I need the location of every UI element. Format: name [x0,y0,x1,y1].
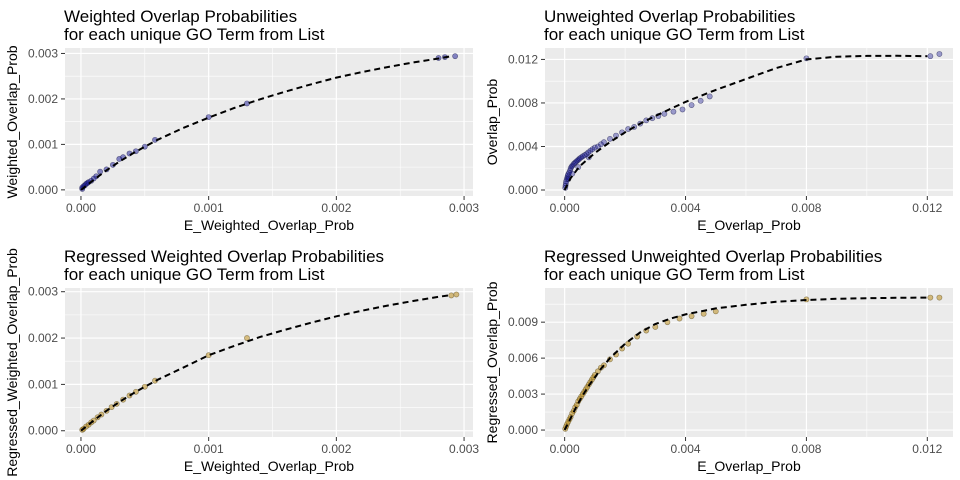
x-tick-label: 0.003 [449,201,479,215]
plot-background [65,288,473,437]
data-point [697,97,704,104]
trend-line [80,55,452,191]
data-point [591,144,598,151]
data-point [670,108,677,115]
x-tick-label: 0.004 [671,201,701,215]
chart-panel-1: 0.000 0.001 0.002 0.003 0.000 0.001 0.002 0.003… [4,7,479,233]
y-tick-label: 0.006 [508,351,538,365]
trend-line [80,294,452,432]
chart-panel-3: 0.000 0.001 0.002 0.003 0.000 0.001 0.002 0.003… [4,247,479,477]
y-tick-label: 0.002 [28,331,58,345]
y-tick-label: 0.002 [28,92,58,106]
x-tick-label: 0.012 [912,201,942,215]
x-tick-label: 0.001 [194,201,224,215]
chart-subtitle: for each unique GO Term from List [64,25,325,44]
chart-subtitle: for each unique GO Term from List [64,265,325,284]
trend-line [563,54,928,191]
y-tick-label: 0.003 [28,285,58,299]
x-tick-label: 0.001 [194,442,224,456]
chart-title: Weighted Overlap Probabilities [64,7,297,26]
data-point [936,51,943,57]
chart-subtitle: for each unique GO Term from List [544,25,805,44]
data-point [661,110,668,117]
data-point [688,313,695,320]
data-point [706,93,713,100]
x-tick-label: 0.003 [449,442,479,456]
y-axis-title: Regressed_Weighted_Overlap_Prob [4,248,20,477]
y-tick-label: 0.001 [28,377,58,391]
data-point [676,315,683,322]
chart-subtitle: for each unique GO Term from List [544,265,805,284]
trend-line [563,296,928,431]
data-point [448,292,455,299]
y-tick-label: 0.000 [28,183,58,197]
chart-panel-4: 0.000 0.004 0.008 0.012 0.000 0.003 0.006 0.009… [484,247,953,474]
x-tick-label: 0.008 [791,442,821,456]
plot-background [545,48,953,196]
data-point [625,340,632,347]
x-tick-label: 0.002 [321,442,351,456]
x-axis-title: E_Weighted_Overlap_Prob [184,217,354,233]
plot-background [545,288,953,437]
y-tick-label: 0.009 [508,315,538,329]
y-tick-label: 0.004 [508,139,538,153]
chart-panel-2: 0.000 0.004 0.008 0.012 0.000 0.004 0.008 0.012… [484,7,953,233]
data-point [452,53,459,60]
x-tick-label: 0.012 [912,442,942,456]
x-tick-label: 0.008 [791,201,821,215]
x-axis-title: E_Weighted_Overlap_Prob [184,458,354,474]
y-tick-label: 0.000 [28,424,58,438]
y-tick-label: 0.000 [508,423,538,437]
y-axis-title: Overlap_Prob [484,79,500,166]
plot-background [65,48,473,196]
y-tick-label: 0.012 [508,52,538,66]
data-point [607,135,613,142]
data-point [97,168,104,175]
data-point [679,106,686,113]
x-tick-label: 0.004 [671,442,701,456]
x-tick-label: 0.000 [550,201,580,215]
x-axis-title: E_Overlap_Prob [697,458,801,474]
x-tick-label: 0.000 [66,442,96,456]
data-point [927,53,934,60]
x-tick-label: 0.002 [321,201,351,215]
data-point [453,291,460,298]
y-axis-title: Regressed_Overlap_Prob [484,281,500,443]
chart-title: Regressed Weighted Overlap Probabilities [64,247,384,266]
y-tick-label: 0.003 [28,46,58,60]
y-tick-label: 0.000 [508,183,538,197]
data-point [936,294,943,301]
y-tick-label: 0.001 [28,137,58,151]
data-point [569,170,576,177]
y-tick-label: 0.003 [508,387,538,401]
x-tick-label: 0.000 [66,201,96,215]
data-point [688,102,695,109]
y-axis-title: Weighted_Overlap_Prob [4,45,20,198]
data-point [927,294,934,301]
data-point [598,141,604,148]
y-tick-label: 0.008 [508,96,538,110]
chart-title: Regressed Unweighted Overlap Probabiliti… [544,247,882,266]
data-point [594,143,601,150]
chart-title: Unweighted Overlap Probabilities [544,7,795,26]
x-axis-title: E_Overlap_Prob [697,217,801,233]
x-tick-label: 0.000 [550,442,580,456]
data-point [601,139,607,146]
data-point [244,335,250,341]
